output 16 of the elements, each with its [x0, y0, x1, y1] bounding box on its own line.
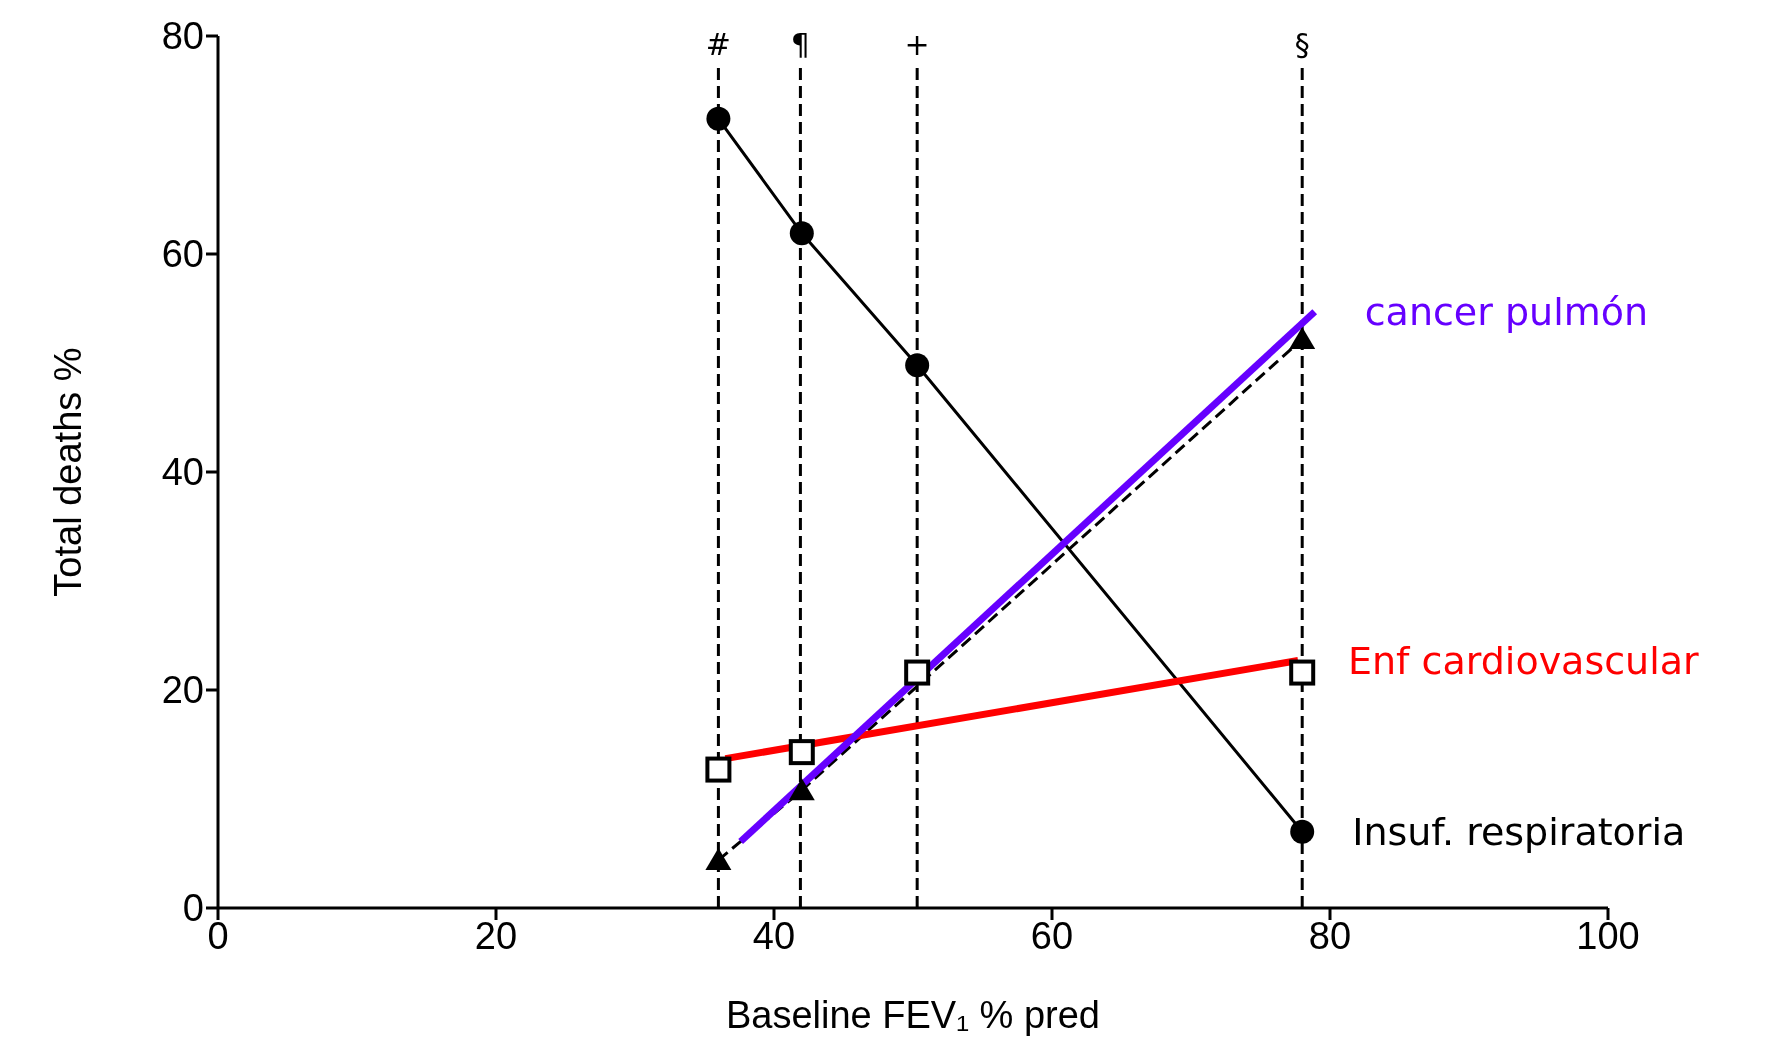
y-tick-label: 0: [182, 887, 204, 930]
x-axis-title: Baseline FEV₁ % pred: [725, 994, 1101, 1036]
ref-line-label: #: [705, 27, 731, 63]
y-tick-label: 60: [161, 233, 204, 276]
x-tick-label: 80: [1308, 914, 1352, 957]
x-tick-label: 100: [1576, 914, 1640, 957]
y-axis-title: Total deaths %: [47, 347, 90, 597]
x-tick-label: 60: [1030, 914, 1074, 957]
y-tick-label: 80: [161, 15, 204, 58]
series-label: Insuf. respiratoria: [1352, 810, 1686, 854]
series-label: cancer pulmón: [1364, 290, 1649, 335]
x-tick-label: 40: [752, 914, 796, 957]
series-label: Enf cardiovascular: [1348, 638, 1700, 683]
y-tick-label: 20: [161, 669, 204, 712]
x-tick-label: 20: [474, 914, 518, 957]
y-tick-label: 40: [161, 451, 204, 494]
